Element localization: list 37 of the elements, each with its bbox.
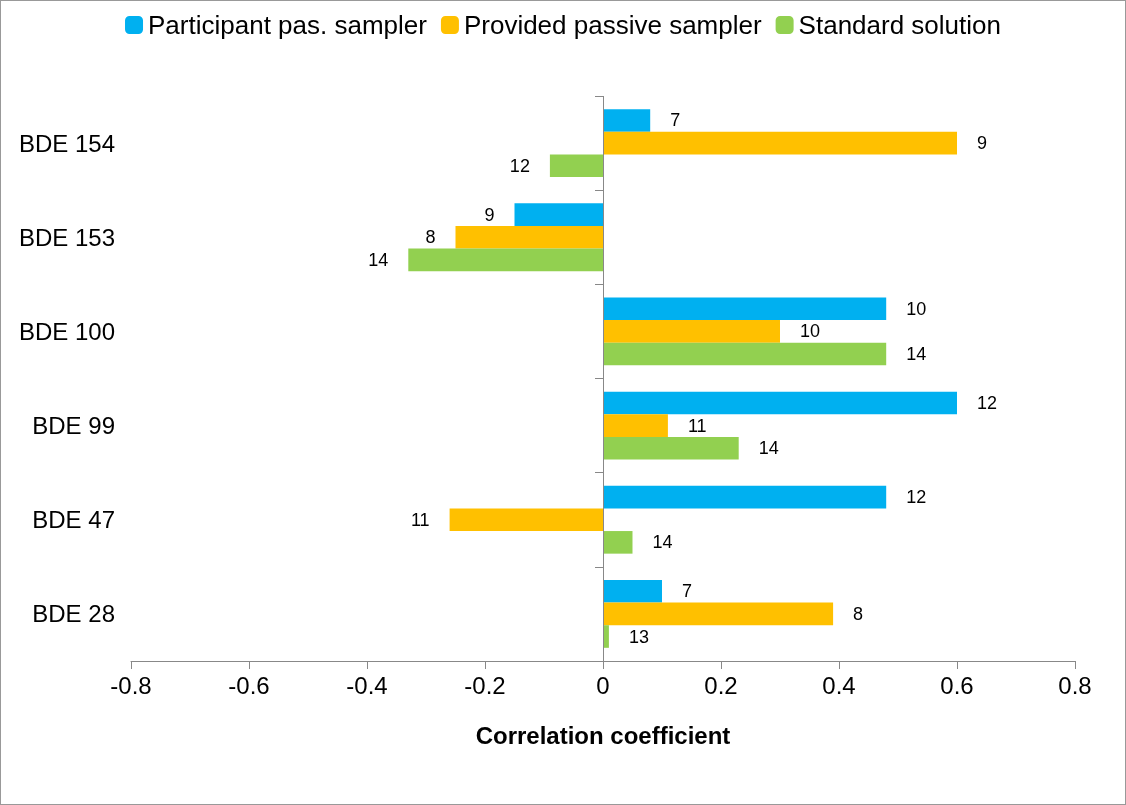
x-tick-label: -0.6 <box>228 671 270 699</box>
annotation: 8 <box>425 227 436 248</box>
y-tick-label: BDE 99 <box>32 412 115 440</box>
annotation: 12 <box>906 487 927 508</box>
annotation: 12 <box>977 392 998 413</box>
annotation: 7 <box>682 581 693 602</box>
legend-label: Standard solution <box>798 10 1001 40</box>
annotation: 9 <box>484 204 495 225</box>
x-tick-label: -0.4 <box>346 671 388 699</box>
annotation: 10 <box>906 298 927 319</box>
annotation: 13 <box>628 626 649 647</box>
y-tick-label: BDE 28 <box>32 600 115 628</box>
annotation: 7 <box>670 110 681 131</box>
annotation: 14 <box>368 249 389 270</box>
legend-label: Provided passive sampler <box>463 10 762 40</box>
annotation: 8 <box>853 603 864 624</box>
x-axis-title: Correlation coefficient <box>475 721 731 749</box>
annotation: 11 <box>410 509 430 530</box>
annotation: 9 <box>977 133 988 154</box>
x-tick-label: -0.8 <box>110 671 152 699</box>
x-tick-label: -0.2 <box>464 671 506 699</box>
annotation: 10 <box>800 321 821 342</box>
x-tick-label: 0.4 <box>822 671 856 699</box>
y-tick-label: BDE 100 <box>18 317 115 345</box>
x-tick-label: 0.8 <box>1058 671 1092 699</box>
annotation: 14 <box>758 438 779 459</box>
annotation: 14 <box>652 532 673 553</box>
x-tick-label: 0.2 <box>704 671 738 699</box>
y-tick-label: BDE 47 <box>32 506 115 534</box>
y-tick-label: BDE 153 <box>18 223 115 251</box>
annotation: 14 <box>906 344 927 365</box>
x-tick-label: 0.6 <box>940 671 974 699</box>
x-tick-label: 0 <box>596 671 610 699</box>
y-tick-label: BDE 154 <box>18 129 115 157</box>
annotation: 12 <box>509 155 530 176</box>
legend-label: Participant pas. sampler <box>148 10 428 40</box>
annotation: 11 <box>687 415 707 436</box>
